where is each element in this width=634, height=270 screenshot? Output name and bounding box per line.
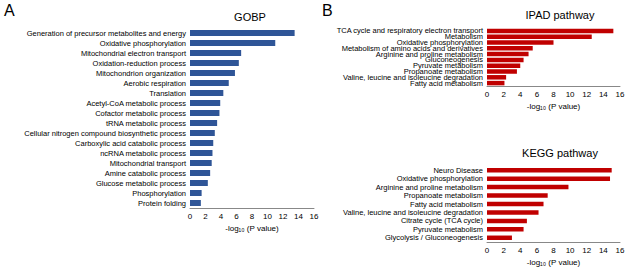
svg-text:Neuro Disease: Neuro Disease: [433, 165, 483, 175]
svg-text:Glycolysis / Gluconeogenesis: Glycolysis / Gluconeogenesis: [385, 233, 483, 242]
svg-text:B: B: [322, 2, 333, 19]
svg-text:TCA cycle and respiratory elec: TCA cycle and respiratory electron trans…: [336, 26, 483, 36]
svg-text:10: 10: [566, 90, 575, 99]
svg-text:2: 2: [501, 90, 506, 99]
svg-text:Pyruvate metabolism: Pyruvate metabolism: [413, 224, 483, 234]
svg-text:Propanoate metabolism: Propanoate metabolism: [403, 191, 483, 201]
svg-text:tRNA metabolic process: tRNA metabolic process: [106, 119, 186, 128]
svg-text:Mitochondrion organization: Mitochondrion organization: [96, 69, 186, 78]
svg-text:Oxidative phosphorylation: Oxidative phosphorylation: [396, 174, 483, 184]
svg-text:Cellular nitrogen compound bio: Cellular nitrogen compound biosynthetic …: [24, 129, 186, 138]
svg-text:12: 12: [279, 212, 288, 221]
svg-text:0: 0: [485, 90, 490, 99]
svg-text:Carboxylic acid catabolic proc: Carboxylic acid catabolic process: [75, 139, 186, 148]
svg-text:Mitochondrial electron transpo: Mitochondrial electron transport: [81, 49, 187, 58]
svg-text:2: 2: [203, 212, 208, 221]
svg-text:KEGG pathway: KEGG pathway: [522, 147, 598, 159]
svg-text:Propanoate metabolism: Propanoate metabolism: [403, 67, 483, 76]
svg-text:4: 4: [518, 246, 523, 255]
svg-text:8: 8: [551, 90, 556, 99]
svg-text:10: 10: [263, 212, 272, 221]
svg-text:Gluconeogenesis: Gluconeogenesis: [425, 55, 483, 65]
svg-text:ncRNA metabolic process: ncRNA metabolic process: [100, 149, 186, 158]
svg-text:Acetyl-CoA metabolic process: Acetyl-CoA metabolic process: [86, 99, 186, 108]
svg-text:Aerobic respiration: Aerobic respiration: [123, 79, 186, 88]
svg-text:12: 12: [582, 90, 591, 99]
svg-text:Protein folding: Protein folding: [138, 199, 186, 208]
svg-text:-log₁₀ (P value): -log₁₀ (P value): [225, 224, 279, 233]
svg-text:Glucose metabolic process: Glucose metabolic process: [96, 179, 186, 188]
svg-text:14: 14: [599, 246, 608, 255]
svg-text:4: 4: [518, 90, 523, 99]
svg-text:Generation of precursor metabo: Generation of precursor metabolites and …: [27, 29, 187, 38]
svg-text:Oxidation-reduction process: Oxidation-reduction process: [93, 59, 187, 68]
svg-text:Metabolism: Metabolism: [444, 32, 483, 42]
svg-text:10: 10: [566, 246, 575, 255]
svg-text:Pyruvate metabolism: Pyruvate metabolism: [413, 61, 483, 71]
svg-text:6: 6: [234, 212, 239, 221]
svg-text:-log₁₀ (P value): -log₁₀ (P value): [527, 102, 581, 111]
svg-text:Translation: Translation: [149, 89, 186, 98]
svg-text:-log₁₀ (P value): -log₁₀ (P value): [527, 258, 581, 267]
svg-text:2: 2: [501, 246, 506, 255]
svg-text:Arginine and proline metabolis: Arginine and proline metabolism: [375, 182, 483, 192]
svg-text:Arginine and proline metabolis: Arginine and proline metabolism: [375, 49, 483, 59]
svg-text:Amine catabolic process: Amine catabolic process: [105, 169, 187, 178]
svg-text:Citrate cycle (TCA cycle): Citrate cycle (TCA cycle): [400, 216, 483, 226]
svg-text:Valine, leucine and isoleucine: Valine, leucine and isoleucine degradati…: [343, 207, 483, 217]
svg-text:4: 4: [219, 212, 224, 221]
svg-text:GOBP: GOBP: [234, 11, 266, 23]
svg-text:Phosphorylation: Phosphorylation: [132, 189, 186, 198]
svg-text:Cofactor metabolic process: Cofactor metabolic process: [95, 109, 186, 118]
svg-text:Fatty acid metabolism: Fatty acid metabolism: [410, 199, 483, 209]
svg-text:Fatty acid metabolism: Fatty acid metabolism: [410, 79, 483, 88]
svg-text:Mitochondrial transport: Mitochondrial transport: [110, 159, 187, 168]
svg-text:Oxidative phosphorylation: Oxidative phosphorylation: [396, 38, 483, 47]
svg-text:8: 8: [250, 212, 255, 221]
svg-text:0: 0: [188, 212, 193, 221]
svg-text:Metabolism of amino acids and: Metabolism of amino acids and derivative…: [341, 43, 483, 53]
svg-text:Oxidative phosphorylation: Oxidative phosphorylation: [100, 39, 186, 48]
svg-text:14: 14: [294, 212, 303, 221]
svg-text:IPAD pathway: IPAD pathway: [526, 9, 595, 21]
svg-text:A: A: [4, 2, 15, 19]
svg-text:12: 12: [582, 246, 591, 255]
svg-text:14: 14: [599, 90, 608, 99]
svg-text:6: 6: [535, 246, 540, 255]
svg-text:0: 0: [485, 246, 490, 255]
svg-text:16: 16: [616, 90, 625, 99]
svg-text:16: 16: [310, 212, 319, 221]
svg-text:Valine, leucine and isoleucine: Valine, leucine and isoleucine degradati…: [343, 72, 483, 82]
svg-text:8: 8: [551, 246, 556, 255]
svg-text:16: 16: [616, 246, 625, 255]
svg-text:6: 6: [535, 90, 540, 99]
